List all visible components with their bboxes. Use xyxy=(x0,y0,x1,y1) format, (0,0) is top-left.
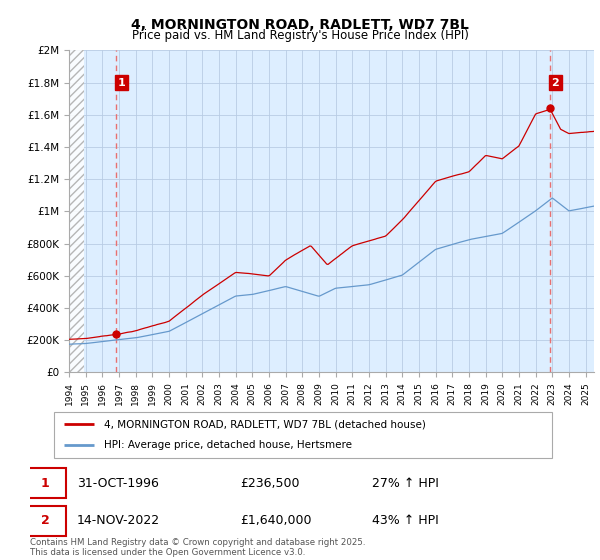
Text: 2: 2 xyxy=(41,515,50,528)
Text: 43% ↑ HPI: 43% ↑ HPI xyxy=(372,515,439,528)
Text: Price paid vs. HM Land Registry's House Price Index (HPI): Price paid vs. HM Land Registry's House … xyxy=(131,29,469,42)
Text: 27% ↑ HPI: 27% ↑ HPI xyxy=(372,477,439,489)
Text: 31-OCT-1996: 31-OCT-1996 xyxy=(77,477,159,489)
Text: HPI: Average price, detached house, Hertsmere: HPI: Average price, detached house, Hert… xyxy=(104,440,352,450)
FancyBboxPatch shape xyxy=(25,506,66,536)
FancyBboxPatch shape xyxy=(25,468,66,498)
Text: 1: 1 xyxy=(41,477,50,489)
Text: 2: 2 xyxy=(551,78,559,87)
Text: 14-NOV-2022: 14-NOV-2022 xyxy=(77,515,160,528)
Text: £236,500: £236,500 xyxy=(240,477,299,489)
Text: 1: 1 xyxy=(117,78,125,87)
Text: Contains HM Land Registry data © Crown copyright and database right 2025.
This d: Contains HM Land Registry data © Crown c… xyxy=(30,538,365,557)
Text: £1,640,000: £1,640,000 xyxy=(240,515,311,528)
FancyBboxPatch shape xyxy=(54,412,552,458)
Text: 4, MORNINGTON ROAD, RADLETT, WD7 7BL (detached house): 4, MORNINGTON ROAD, RADLETT, WD7 7BL (de… xyxy=(104,419,425,430)
Text: 4, MORNINGTON ROAD, RADLETT, WD7 7BL: 4, MORNINGTON ROAD, RADLETT, WD7 7BL xyxy=(131,18,469,32)
